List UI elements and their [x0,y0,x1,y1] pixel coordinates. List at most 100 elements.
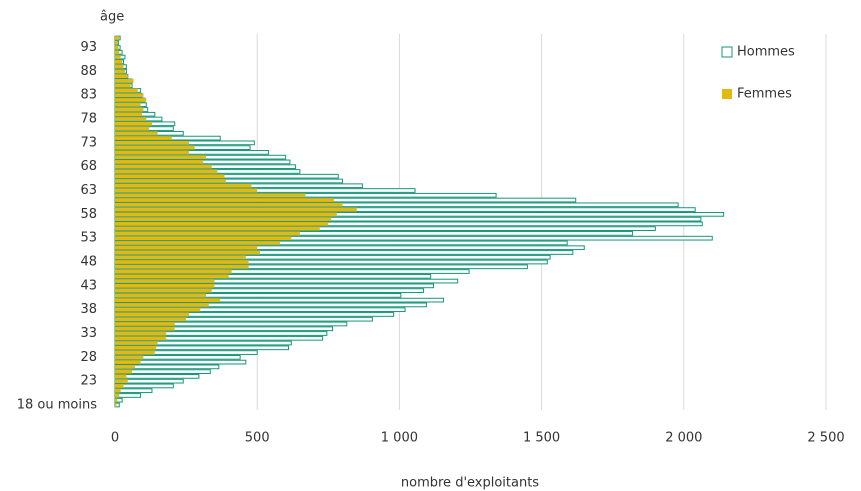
legend-label: Femmes [737,87,792,102]
bar [115,322,175,326]
bar [114,374,200,379]
bar [115,45,119,50]
bar [115,202,343,207]
bar [115,365,135,369]
y-tick-label: 73 [80,135,97,150]
bar [115,93,144,98]
bar [115,150,189,155]
bar [115,188,258,193]
bar [115,274,229,279]
bar [115,384,124,388]
bar [115,388,121,393]
bar [115,345,157,350]
bar [115,164,212,169]
bar [115,312,189,317]
bar [115,350,155,355]
y-tick-label: 33 [80,326,97,341]
bar [115,369,133,374]
bar [115,293,207,298]
bar [115,174,225,179]
y-tick-label: 78 [80,112,97,127]
bar [115,307,201,312]
legend-swatch [721,46,733,58]
x-tick-label: 1 500 [523,431,560,446]
bar [115,222,329,226]
bar [115,131,158,136]
y-tick-label: 18 ou moins [17,398,97,413]
bar [115,193,306,198]
x-tick-label: 0 [111,431,119,446]
bar [115,226,320,231]
bar [115,140,189,145]
y-tick-label: 48 [80,255,97,270]
y-axis-title: âge [100,10,124,25]
bar [115,355,144,360]
bar [115,183,252,188]
legend-swatch [722,89,732,99]
bar [115,403,117,407]
bar [115,107,144,112]
bar [115,169,218,174]
legend-label: Hommes [737,45,795,60]
y-tick-label: 58 [80,207,97,222]
bar [115,40,118,45]
bar [115,88,138,93]
bar [115,264,249,269]
bar [115,55,121,59]
bar [115,179,226,183]
bar [115,69,125,74]
y-tick-label: 83 [80,88,97,103]
bar [115,145,195,150]
bar [115,74,128,78]
x-tick-label: 1 000 [381,431,418,446]
bar [115,250,261,255]
bar [115,298,221,303]
bar [115,393,120,398]
y-tick-label: 68 [80,159,97,174]
bar [115,79,134,83]
bar [115,112,143,117]
bar [115,236,292,241]
bar [115,155,207,160]
bar [115,102,141,107]
x-axis-title: nombre d'exploitants [401,476,539,491]
bar [115,331,167,336]
y-tick-label: 93 [80,40,97,55]
bar [115,207,357,212]
bar [115,231,300,236]
bar [114,383,174,389]
bar [115,217,332,221]
bar [115,341,158,345]
bar [115,160,204,164]
y-tick-label: 63 [80,183,97,198]
y-tick-label: 43 [80,278,97,293]
bar [115,398,118,403]
bar [115,136,172,140]
bar [115,288,212,293]
bar [115,379,128,384]
bar [115,326,175,331]
bar [115,374,127,379]
x-tick-label: 2 000 [665,431,702,446]
bar [115,360,141,364]
bar [115,50,120,55]
bar [115,303,209,307]
bar [115,59,123,64]
y-tick-label: 38 [80,302,97,317]
bar [115,83,131,88]
bar [115,121,152,126]
bar [115,212,337,217]
y-tick-label: 28 [80,350,97,365]
bar [115,117,147,121]
bar [115,241,280,245]
bar [115,279,215,283]
x-tick-label: 500 [245,431,270,446]
bar [115,126,150,131]
bar [115,98,147,102]
bar [115,269,232,274]
bar [115,283,215,288]
y-tick-label: 53 [80,231,97,246]
bar [115,64,124,69]
bar [115,317,187,322]
